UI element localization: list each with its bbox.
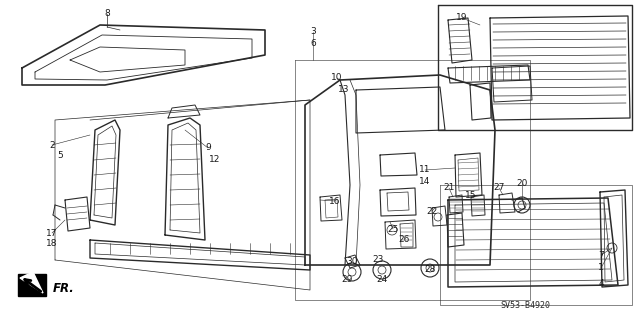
Polygon shape bbox=[20, 272, 43, 293]
Text: 24: 24 bbox=[376, 276, 388, 285]
Text: FR.: FR. bbox=[53, 281, 75, 294]
Text: 18: 18 bbox=[46, 240, 58, 249]
Text: 1: 1 bbox=[598, 263, 604, 272]
Text: SV53-B4920: SV53-B4920 bbox=[500, 300, 550, 309]
Text: 10: 10 bbox=[332, 73, 343, 83]
Text: 20: 20 bbox=[516, 179, 528, 188]
Text: 13: 13 bbox=[339, 85, 349, 93]
Text: 19: 19 bbox=[456, 13, 468, 23]
Text: 7: 7 bbox=[598, 250, 604, 259]
Polygon shape bbox=[18, 274, 46, 296]
Text: 16: 16 bbox=[329, 197, 340, 205]
Text: 2: 2 bbox=[49, 140, 55, 150]
Text: 6: 6 bbox=[310, 39, 316, 48]
Text: 27: 27 bbox=[493, 183, 505, 192]
Text: 30: 30 bbox=[346, 257, 358, 266]
Text: 21: 21 bbox=[444, 183, 454, 192]
Text: 29: 29 bbox=[341, 276, 353, 285]
Text: 25: 25 bbox=[387, 225, 399, 234]
Text: 14: 14 bbox=[419, 176, 431, 186]
Text: 5: 5 bbox=[57, 152, 63, 160]
Text: 11: 11 bbox=[419, 166, 431, 174]
Text: 12: 12 bbox=[209, 154, 221, 164]
Text: 9: 9 bbox=[205, 144, 211, 152]
Text: 15: 15 bbox=[465, 191, 477, 201]
Text: 28: 28 bbox=[424, 265, 436, 275]
Text: 23: 23 bbox=[372, 256, 384, 264]
Text: 22: 22 bbox=[426, 206, 438, 216]
Text: 3: 3 bbox=[310, 27, 316, 36]
Text: 4: 4 bbox=[598, 278, 604, 287]
Text: 8: 8 bbox=[104, 10, 110, 19]
Text: 17: 17 bbox=[46, 228, 58, 238]
Text: 26: 26 bbox=[398, 235, 410, 244]
